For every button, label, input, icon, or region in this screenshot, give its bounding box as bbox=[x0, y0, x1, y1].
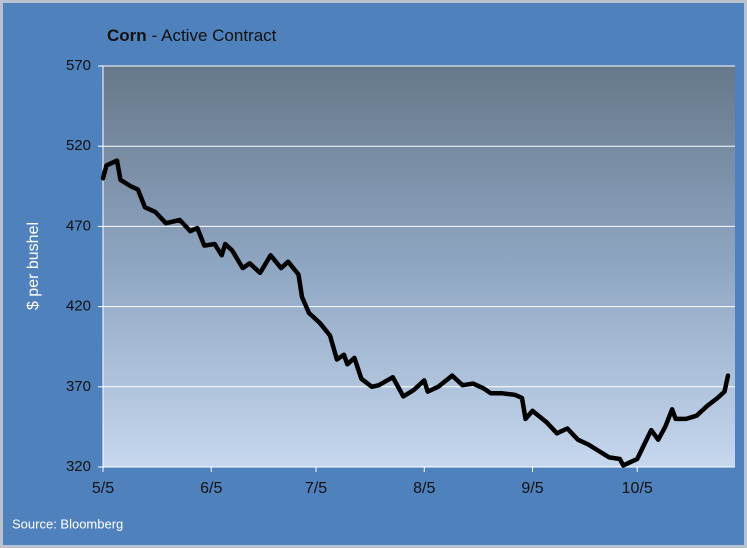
x-tick-label: 7/5 bbox=[305, 480, 327, 497]
x-tick-label: 9/5 bbox=[521, 480, 543, 497]
y-tick-label: 420 bbox=[66, 298, 91, 315]
y-tick-label: 320 bbox=[66, 458, 91, 475]
source-note: Source: Bloomberg bbox=[12, 516, 123, 531]
x-tick-label: 10/5 bbox=[622, 480, 653, 497]
title-bold: Corn bbox=[107, 26, 147, 45]
y-tick-label: 470 bbox=[66, 217, 91, 234]
y-axis-label: $ per bushel bbox=[25, 222, 42, 310]
y-tick-label: 570 bbox=[66, 57, 91, 74]
price-line bbox=[100, 158, 731, 468]
y-tick-label: 520 bbox=[66, 137, 91, 154]
y-tick-label: 370 bbox=[66, 378, 91, 395]
chart-title: Corn - Active Contract bbox=[107, 26, 277, 45]
title-suffix: - Active Contract bbox=[152, 26, 277, 45]
x-tick-label: 8/5 bbox=[413, 480, 435, 497]
plot-area bbox=[103, 66, 735, 467]
x-tick-label: 5/5 bbox=[92, 480, 114, 497]
x-tick-label: 6/5 bbox=[200, 480, 222, 497]
